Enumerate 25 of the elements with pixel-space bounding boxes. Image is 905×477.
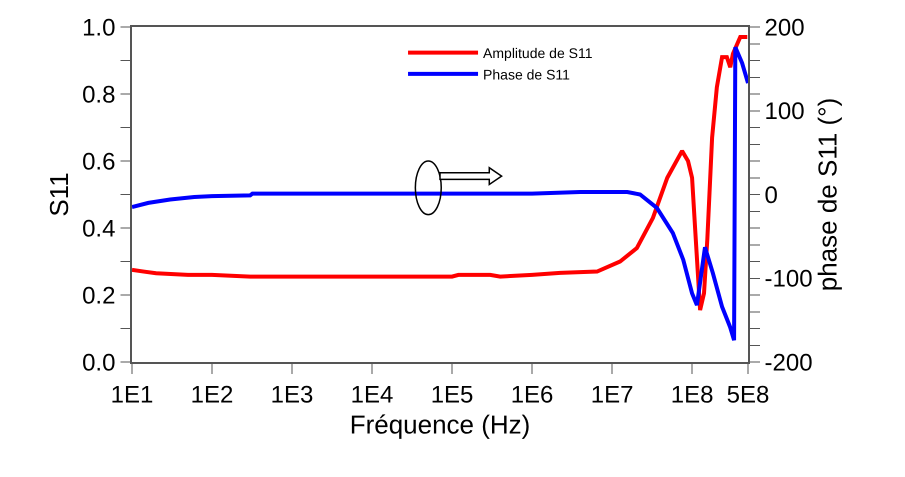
x-tick-label: 1E1	[110, 382, 154, 409]
y-tick-label: 0.2	[82, 282, 116, 310]
x-tick-label: 1E4	[350, 382, 394, 409]
y-axis-title: S11	[44, 172, 74, 217]
legend-label: Phase de S11	[483, 66, 570, 82]
y-tick-label: 1.0	[82, 14, 116, 42]
y2-tick-label: 200	[764, 14, 805, 42]
legend-label: Amplitude de S11	[483, 45, 593, 62]
x-tick-label: 1E5	[430, 382, 474, 409]
x-axis-title: Fréquence (Hz)	[350, 410, 530, 440]
y-tick-label: 0.4	[82, 215, 116, 242]
y-tick-label: 0.8	[82, 81, 116, 108]
y2-tick-label: 100	[764, 98, 805, 126]
y2-tick-label: 0	[764, 182, 778, 209]
y2-tick-label: -200	[764, 349, 813, 376]
y-tick-label: 0.0	[82, 349, 116, 376]
x-tick-label: 1E3	[270, 382, 314, 409]
y2-axis-title: phase de S11 (°)	[812, 98, 843, 292]
y2-tick-label: -100	[764, 266, 813, 293]
x-tick-label: 1E2	[190, 382, 234, 409]
x-tick-label: 5E8	[726, 382, 770, 409]
x-tick-label: 1E6	[510, 382, 554, 409]
y-tick-label: 0.6	[82, 148, 116, 176]
x-tick-label: 1E7	[590, 382, 634, 409]
x-tick-label: 1E8	[670, 382, 714, 409]
